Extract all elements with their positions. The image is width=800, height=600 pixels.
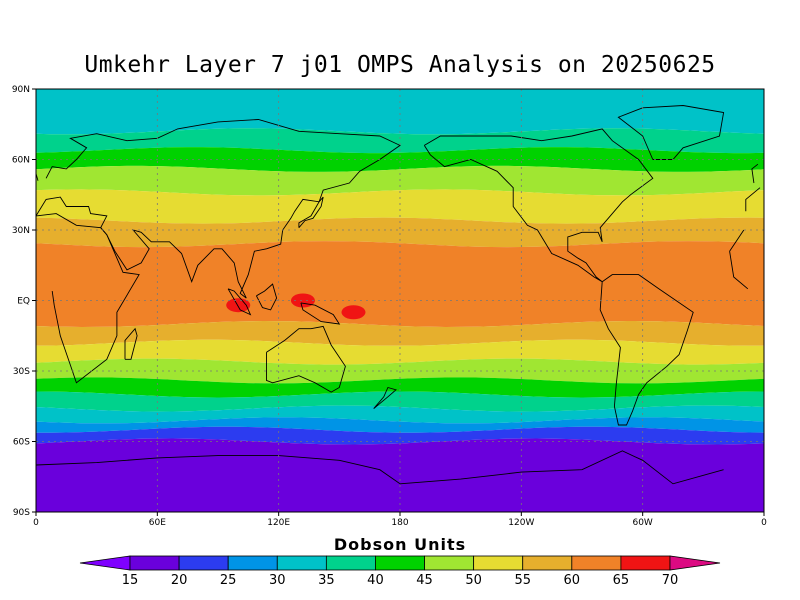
- lat-label: 60S: [13, 438, 30, 448]
- lon-label: 120E: [267, 518, 290, 528]
- colorbar-high-triangle: [669, 555, 721, 571]
- ozone-band: [36, 217, 764, 248]
- ozone-band: [36, 339, 764, 365]
- colorbar: 15 20 25 30 35 40 45 50 55 60 65 70: [79, 555, 721, 588]
- colorbar-tick-label: 30: [269, 573, 286, 588]
- colorbar-tick-label: 15: [122, 573, 139, 588]
- ozone-maximum: [341, 305, 366, 320]
- ozone-field: [36, 89, 764, 512]
- coastline: [36, 119, 761, 299]
- colorbar-title: Dobson Units: [333, 535, 467, 554]
- colorbar-box: [178, 555, 229, 571]
- colorbar-box: [571, 555, 622, 571]
- colorbar-tick-label: 50: [465, 573, 482, 588]
- colorbar-tick-label: 70: [662, 573, 679, 588]
- coastline: [599, 274, 694, 426]
- colorbar-tick-label: 40: [367, 573, 384, 588]
- ozone-band: [36, 189, 764, 224]
- ozone-band: [36, 426, 764, 445]
- colorbar-low-triangle: [79, 555, 131, 571]
- lon-label: 60W: [632, 518, 652, 528]
- colorbar-box: [129, 555, 180, 571]
- lon-label: 60E: [149, 518, 166, 528]
- colorbar-tick-label: 45: [416, 573, 433, 588]
- colorbar-box: [473, 555, 524, 571]
- colorbar-tick-label: 60: [564, 573, 581, 588]
- lat-label: 90N: [12, 85, 30, 95]
- colorbar-box: [522, 555, 573, 571]
- lon-label: 120W: [508, 518, 534, 528]
- lon-label: 180: [391, 518, 408, 528]
- lon-label: 0: [761, 518, 767, 528]
- lat-label: 90S: [13, 508, 30, 518]
- coastline: [373, 386, 397, 409]
- map-title: Umkehr Layer 7 j01 OMPS Analysis on 2025…: [84, 52, 716, 78]
- ozone-band: [36, 438, 764, 512]
- ozone-band: [36, 128, 764, 154]
- coastline: [266, 325, 346, 393]
- lat-label: 30N: [12, 226, 30, 236]
- coastline: [298, 196, 324, 228]
- ozone-band: [36, 147, 764, 172]
- ozone-band: [36, 241, 764, 327]
- coastline: [36, 213, 749, 384]
- coastline: [300, 302, 341, 325]
- colorbar-box: [424, 555, 475, 571]
- coastline: [256, 283, 278, 311]
- coastlines: [36, 105, 761, 485]
- lat-label: 30S: [13, 367, 30, 377]
- colorbar-tick-label: 20: [171, 573, 188, 588]
- coastline: [423, 128, 654, 283]
- colorbar-box: [620, 555, 671, 571]
- colorbar-box: [325, 555, 376, 571]
- colorbar-box: [227, 555, 278, 571]
- coastline: [36, 450, 724, 485]
- lat-label: EQ: [17, 297, 30, 307]
- ozone-maximum: [226, 298, 251, 313]
- colorbar-tick-label: 35: [318, 573, 335, 588]
- colorbar-tick-label: 25: [220, 573, 237, 588]
- coastline: [617, 105, 725, 160]
- lat-label: 60N: [12, 156, 30, 166]
- colorbar-tick-label: 55: [514, 573, 531, 588]
- ozone-band: [36, 377, 764, 398]
- coastline: [124, 327, 138, 360]
- colorbar-box: [375, 555, 425, 571]
- colorbar-box: [276, 555, 327, 571]
- ozone-band: [36, 321, 764, 346]
- ozone-band: [36, 89, 764, 135]
- lon-label: 0: [33, 518, 39, 528]
- coastline: [227, 288, 252, 316]
- graticule: [36, 89, 764, 512]
- colorbar-tick-label: 65: [613, 573, 630, 588]
